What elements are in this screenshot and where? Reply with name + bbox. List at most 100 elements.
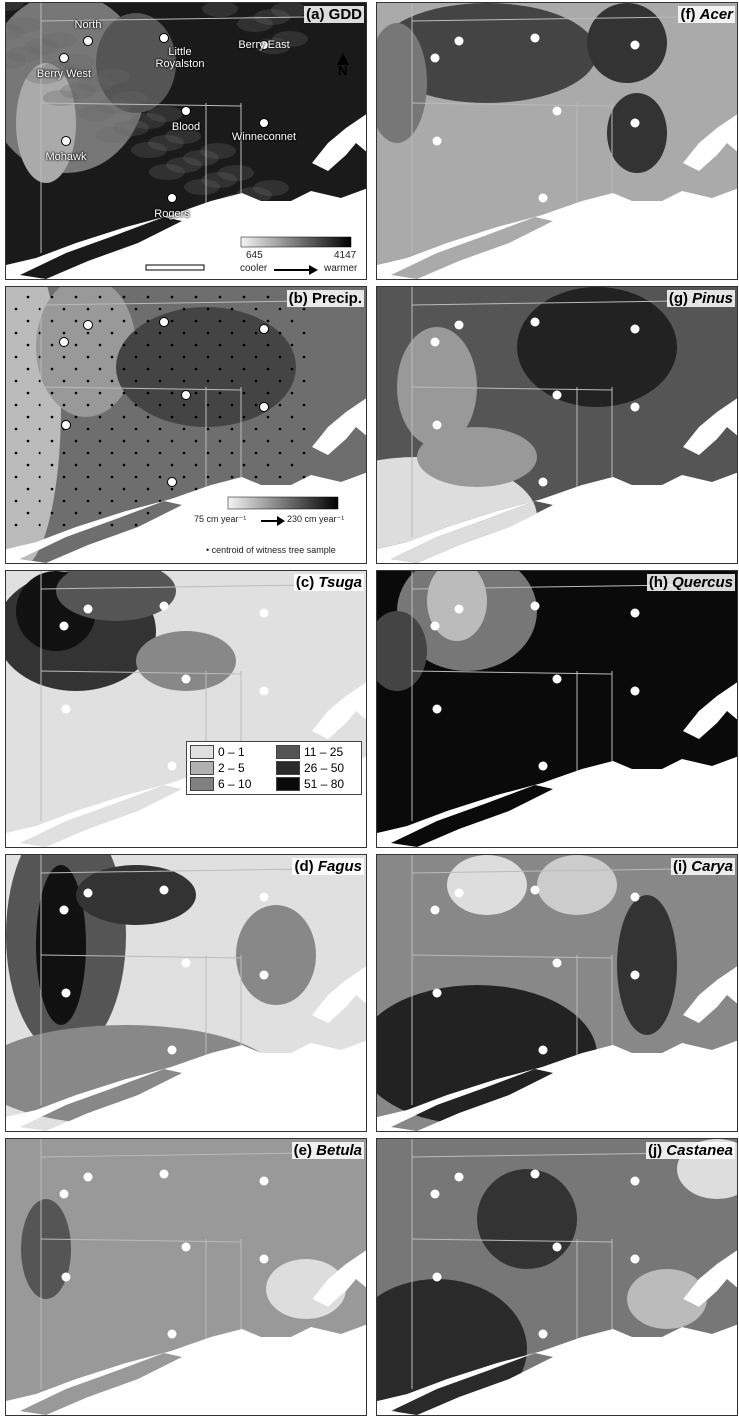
sample-point [99, 392, 102, 395]
sample-point [231, 404, 234, 407]
sample-point [291, 320, 294, 323]
site-dot [60, 1190, 69, 1199]
legend-item: 2 – 5 [190, 761, 272, 775]
sample-point [123, 368, 126, 371]
sample-point [171, 440, 174, 443]
site-dot [553, 675, 562, 684]
patch [21, 1199, 71, 1299]
legend-swatch [190, 777, 214, 791]
sample-point [231, 476, 234, 479]
sample-point [75, 392, 78, 395]
sample-point [111, 332, 114, 335]
sample-point [183, 428, 186, 431]
sample-point [63, 380, 66, 383]
sample-point [123, 416, 126, 419]
site-dot [62, 421, 71, 430]
site-dot [168, 1330, 177, 1339]
sample-point [291, 440, 294, 443]
sample-point [51, 344, 54, 347]
sample-point [171, 392, 174, 395]
patch [76, 865, 196, 925]
sample-point [99, 440, 102, 443]
sample-point [171, 512, 174, 515]
sample-point [207, 500, 210, 503]
sample-point [207, 428, 210, 431]
patch [627, 1269, 707, 1329]
sample-point [87, 404, 90, 407]
sample-point [27, 296, 30, 299]
sample-point [87, 476, 90, 479]
sample-point [63, 524, 66, 527]
site-dot [631, 609, 640, 618]
site-label: Blood [172, 121, 200, 133]
site-dot [531, 886, 540, 895]
legend-item: 6 – 10 [190, 777, 272, 791]
sample-point [147, 296, 150, 299]
site-dot [84, 605, 93, 614]
sample-point [99, 464, 102, 467]
panel-label: (e) Betula [292, 1142, 364, 1159]
sample-point [87, 452, 90, 455]
sample-point [171, 488, 174, 491]
panel-letter: (i) [673, 858, 687, 875]
sample-point [99, 416, 102, 419]
sample-point [243, 392, 246, 395]
sample-point [51, 416, 54, 419]
sample-point [87, 500, 90, 503]
panel-label: (d) Fagus [292, 858, 364, 875]
sample-point [147, 440, 150, 443]
sample-point [231, 452, 234, 455]
site-dot [531, 34, 540, 43]
sample-point [63, 356, 66, 359]
sample-point [135, 308, 138, 311]
sample-point [63, 308, 66, 311]
sample-point [267, 488, 270, 491]
site-dot [60, 54, 69, 63]
sample-point [99, 344, 102, 347]
sample-point [243, 416, 246, 419]
sample-point [267, 296, 270, 299]
site-dot [631, 119, 640, 128]
sample-point [27, 512, 30, 515]
sample-point [207, 308, 210, 311]
sample-point [27, 416, 30, 419]
sample-point [159, 308, 162, 311]
site-dot [531, 318, 540, 327]
site-dot [531, 602, 540, 611]
colorbar-high: warmer [324, 263, 357, 274]
terrain [131, 142, 167, 158]
legend-label: 6 – 10 [218, 777, 251, 791]
terrain [149, 164, 185, 180]
sample-point [147, 392, 150, 395]
sample-point [243, 488, 246, 491]
sample-point [279, 404, 282, 407]
sample-point [15, 380, 18, 383]
patch [417, 427, 537, 487]
sample-point [219, 440, 222, 443]
panel-letter: (d) [294, 858, 313, 875]
patch [617, 895, 677, 1035]
sample-point [279, 356, 282, 359]
terrain [96, 127, 132, 143]
sample-point [15, 524, 18, 527]
panel-letter: (g) [669, 290, 688, 307]
legend-item: 0 – 1 [190, 745, 272, 759]
site-dot [168, 478, 177, 487]
sample-point [15, 308, 18, 311]
sample-point [99, 368, 102, 371]
sample-point [159, 524, 162, 527]
sample-point [219, 488, 222, 491]
site-dot [182, 675, 191, 684]
panel-letter: (c) [296, 574, 314, 591]
panel-name: Quercus [672, 574, 733, 591]
sample-point [207, 476, 210, 479]
sample-point [51, 368, 54, 371]
site-dot [539, 1330, 548, 1339]
sample-point [303, 332, 306, 335]
site-dot [539, 194, 548, 203]
sample-point [51, 296, 54, 299]
panel-letter: (j) [648, 1142, 662, 1159]
sample-point [111, 452, 114, 455]
sample-point [159, 500, 162, 503]
